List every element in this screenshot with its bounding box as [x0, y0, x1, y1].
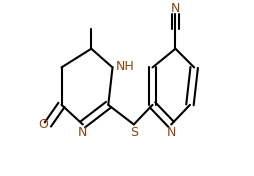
- Text: S: S: [130, 126, 138, 139]
- Text: O: O: [39, 118, 49, 131]
- Text: N: N: [78, 126, 87, 139]
- Text: N: N: [171, 2, 180, 15]
- Text: NH: NH: [116, 60, 135, 73]
- Text: N: N: [167, 126, 176, 139]
